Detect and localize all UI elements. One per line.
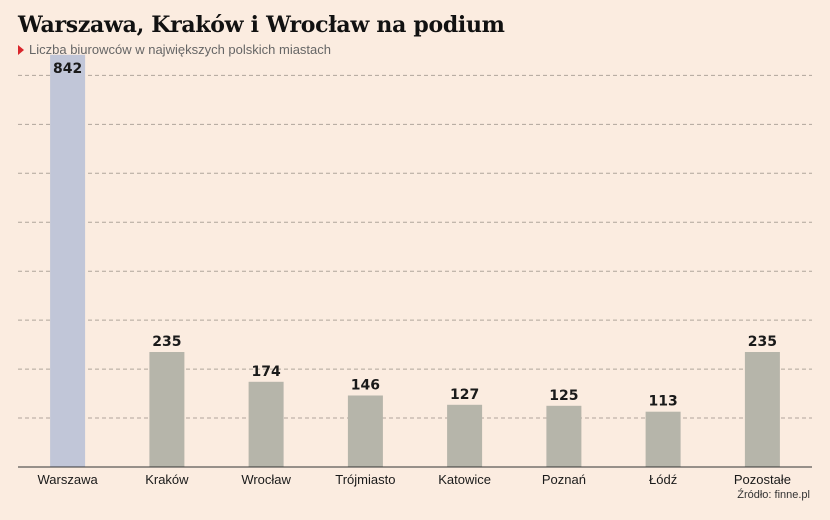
chart-title: Warszawa, Kraków i Wrocław na podium — [18, 12, 505, 38]
category-label: Pozostałe — [734, 472, 791, 487]
value-label: 146 — [351, 378, 380, 394]
category-label: Poznań — [542, 472, 586, 487]
chart-subtitle: Liczba biurowców w największych polskich… — [18, 42, 331, 57]
value-label: 127 — [450, 387, 479, 403]
value-label: 842 — [53, 61, 82, 77]
bars-group — [50, 54, 780, 468]
bar — [447, 404, 483, 467]
bar — [347, 395, 383, 467]
bar — [645, 411, 681, 467]
category-label: Łódź — [649, 472, 677, 487]
value-label: 125 — [549, 388, 578, 404]
category-label: Kraków — [145, 472, 189, 487]
category-label: Trójmiasto — [335, 472, 395, 487]
bar — [149, 352, 185, 467]
value-label: 235 — [152, 334, 181, 350]
bar — [744, 352, 780, 467]
value-label: 174 — [252, 364, 281, 380]
bar — [50, 54, 86, 468]
category-label: Katowice — [438, 472, 491, 487]
category-label: Warszawa — [38, 472, 99, 487]
bar — [248, 381, 284, 467]
triangle-marker-icon — [18, 44, 24, 55]
value-label: 235 — [748, 334, 777, 350]
category-label: Wrocław — [241, 472, 291, 487]
source-note: Źródło: finne.pl — [737, 489, 810, 501]
bar — [546, 405, 582, 467]
subtitle-text: Liczba biurowców w największych polskich… — [29, 42, 332, 57]
value-label: 113 — [649, 394, 678, 410]
